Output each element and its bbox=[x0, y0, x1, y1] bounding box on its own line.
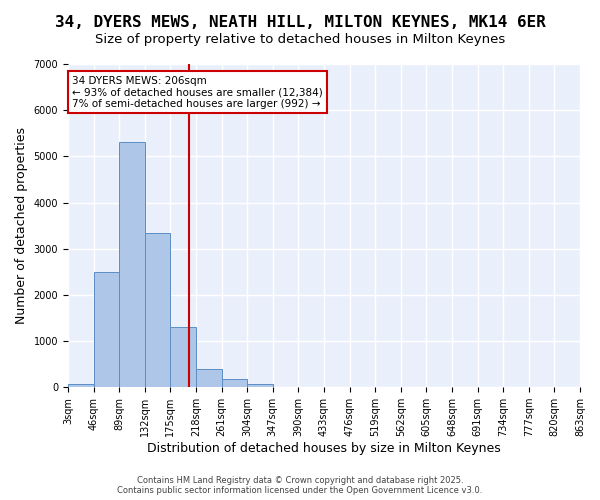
Bar bbox=[221, 379, 247, 387]
Bar bbox=[170, 327, 196, 387]
Text: 34, DYERS MEWS, NEATH HILL, MILTON KEYNES, MK14 6ER: 34, DYERS MEWS, NEATH HILL, MILTON KEYNE… bbox=[55, 15, 545, 30]
Bar bbox=[119, 142, 145, 387]
Text: 34 DYERS MEWS: 206sqm
← 93% of detached houses are smaller (12,384)
7% of semi-d: 34 DYERS MEWS: 206sqm ← 93% of detached … bbox=[72, 76, 322, 108]
Bar bbox=[68, 384, 94, 387]
X-axis label: Distribution of detached houses by size in Milton Keynes: Distribution of detached houses by size … bbox=[147, 442, 501, 455]
Y-axis label: Number of detached properties: Number of detached properties bbox=[15, 127, 28, 324]
Bar bbox=[94, 272, 119, 387]
Bar bbox=[247, 384, 273, 387]
Bar bbox=[196, 369, 221, 387]
Text: Size of property relative to detached houses in Milton Keynes: Size of property relative to detached ho… bbox=[95, 32, 505, 46]
Bar bbox=[145, 232, 170, 387]
Text: Contains HM Land Registry data © Crown copyright and database right 2025.
Contai: Contains HM Land Registry data © Crown c… bbox=[118, 476, 482, 495]
